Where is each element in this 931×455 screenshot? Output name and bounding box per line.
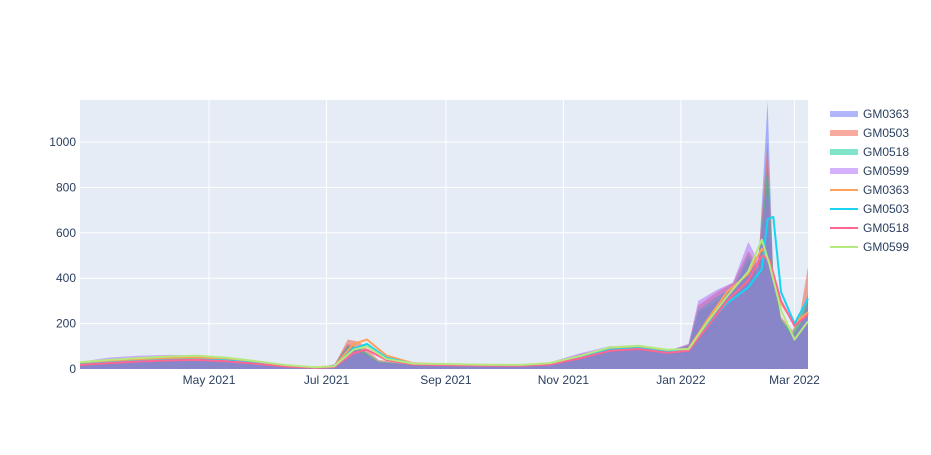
legend[interactable]: GM0363 GM0503 GM0518 GM0599 GM0363 GM0503 GM05… bbox=[830, 107, 909, 254]
legend-item-gm0518[interactable]: GM0518 bbox=[830, 221, 909, 235]
y-tick-label: 0 bbox=[69, 362, 76, 376]
y-axis: 0 200 400 600 800 1000 bbox=[49, 135, 76, 376]
area-series-gm0599[interactable] bbox=[80, 187, 808, 369]
legend-item-gm0503[interactable]: GM0503 bbox=[830, 202, 909, 216]
x-tick-label: Sep 2021 bbox=[420, 373, 472, 387]
x-tick-label: Mar 2022 bbox=[769, 373, 820, 387]
legend-label: GM0599 bbox=[863, 240, 909, 254]
legend-label: GM0503 bbox=[863, 202, 909, 216]
y-tick-label: 400 bbox=[56, 271, 76, 285]
line-series-gm0599[interactable] bbox=[79, 238, 809, 369]
y-tick-label: 200 bbox=[56, 317, 76, 331]
legend-item-gm0599[interactable]: GM0599 bbox=[830, 240, 909, 254]
y-tick-label: 1000 bbox=[49, 135, 76, 149]
legend-label: GM0503 bbox=[863, 126, 909, 140]
x-tick-label: Jan 2022 bbox=[656, 373, 706, 387]
legend-label: GM0599 bbox=[863, 164, 909, 178]
legend-label: GM0363 bbox=[863, 183, 909, 197]
x-tick-label: Nov 2021 bbox=[538, 373, 590, 387]
area-series-group bbox=[80, 101, 808, 369]
line-series-group bbox=[79, 215, 809, 369]
legend-item-gm0599[interactable]: GM0599 bbox=[830, 164, 909, 178]
legend-item-gm0363[interactable]: GM0363 bbox=[830, 107, 909, 121]
x-axis: May 2021 Jul 2021 Sep 2021 Nov 2021 Jan 2022… bbox=[183, 373, 821, 387]
y-tick-label: 600 bbox=[56, 226, 76, 240]
legend-item-gm0518[interactable]: GM0518 bbox=[830, 145, 909, 159]
legend-label: GM0518 bbox=[863, 145, 909, 159]
plot-background bbox=[80, 100, 808, 369]
legend-label: GM0518 bbox=[863, 221, 909, 235]
x-tick-label: Jul 2021 bbox=[304, 373, 350, 387]
grid-lines bbox=[80, 100, 808, 369]
legend-item-gm0503[interactable]: GM0503 bbox=[830, 126, 909, 140]
legend-item-gm0363[interactable]: GM0363 bbox=[830, 183, 909, 197]
legend-label: GM0363 bbox=[863, 107, 909, 121]
x-tick-label: May 2021 bbox=[183, 373, 236, 387]
y-tick-label: 800 bbox=[56, 180, 76, 194]
